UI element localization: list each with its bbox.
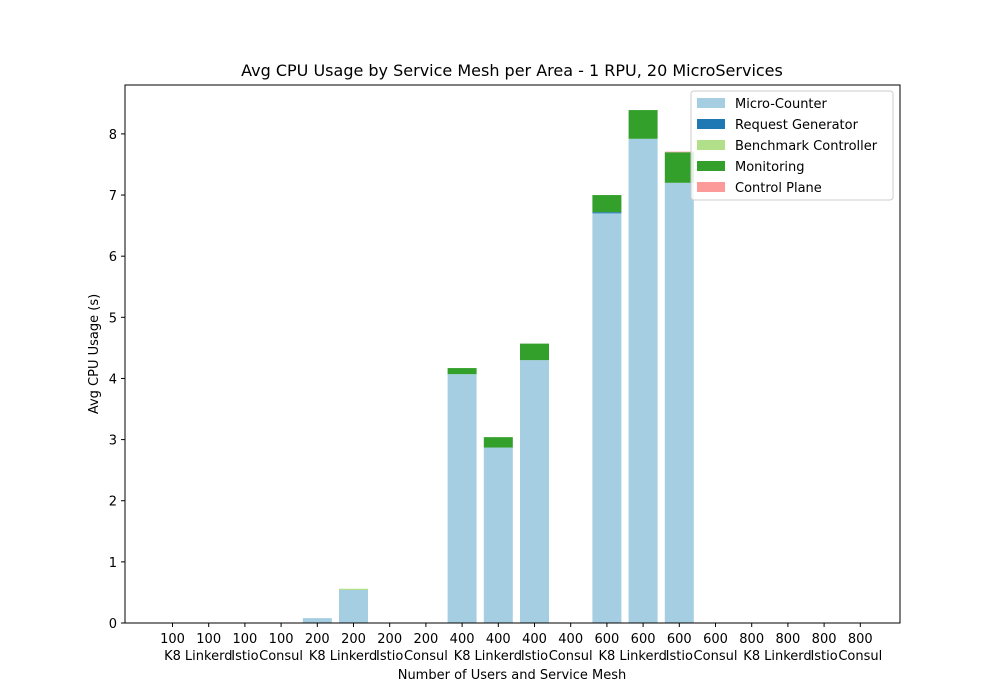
- x-tick-label-mesh: Istio: [376, 649, 403, 664]
- x-tick-label-users: 400: [522, 632, 547, 647]
- bar-micro-counter-14: [664, 182, 694, 623]
- x-tick-label-mesh: K8: [164, 649, 181, 664]
- x-tick-label-users: 200: [377, 632, 402, 647]
- x-tick-label-users: 100: [269, 632, 294, 647]
- x-tick-label-mesh: Consul: [838, 649, 882, 664]
- bar-monitoring-8: [447, 368, 477, 375]
- legend-box: [690, 90, 894, 201]
- x-axis: 100K8100Linkerd100Istio100Consul200K8200…: [160, 623, 882, 664]
- x-tick-label-users: 200: [413, 632, 438, 647]
- y-axis: 0 1 2 3 4 5 6 7 8: [109, 128, 125, 632]
- x-tick-label-users: 100: [196, 632, 221, 647]
- x-tick-label-users: 800: [848, 632, 873, 647]
- x-tick-label-users: 600: [631, 632, 656, 647]
- bar-monitoring-9: [483, 437, 513, 448]
- bar-micro-counter-5: [339, 589, 368, 623]
- y-tick-label: 2: [109, 495, 117, 510]
- x-tick-label-users: 600: [667, 632, 692, 647]
- legend-swatch-micro-counter: [697, 98, 725, 108]
- legend-label-control-plane: Control Plane: [735, 181, 822, 196]
- x-tick-label-users: 600: [594, 632, 619, 647]
- x-tick-label-mesh: Istio: [521, 649, 548, 664]
- x-tick-label-users: 800: [739, 632, 764, 647]
- x-tick-label-mesh: Consul: [549, 649, 593, 664]
- y-tick-label: 6: [109, 250, 117, 265]
- bar-monitoring-13: [628, 110, 658, 139]
- x-tick-label-users: 100: [232, 632, 257, 647]
- x-tick-label-users: 800: [775, 632, 800, 647]
- y-tick-label: 4: [109, 372, 117, 387]
- x-tick-label-users: 100: [160, 632, 185, 647]
- x-tick-label-mesh: Linkerd: [764, 649, 812, 664]
- bar-micro-counter-9: [483, 447, 513, 623]
- bar-monitoring-10: [520, 343, 549, 361]
- x-tick-label-mesh: Linkerd: [185, 649, 233, 664]
- y-tick-label: 5: [109, 311, 117, 326]
- y-tick-label: 0: [109, 617, 117, 632]
- y-tick-label: 8: [109, 128, 117, 143]
- x-tick-label-mesh: Consul: [404, 649, 448, 664]
- x-tick-label-mesh: Consul: [694, 649, 738, 664]
- x-tick-label-mesh: Istio: [666, 649, 693, 664]
- y-axis-label: Avg CPU Usage (s): [87, 294, 102, 414]
- legend-label-request-generator: Request Generator: [735, 118, 859, 133]
- plot-frame: [124, 84, 901, 624]
- y-tick-label: 7: [109, 189, 117, 204]
- x-tick-label-mesh: Consul: [259, 649, 303, 664]
- bar-benchmark-controller-5: [339, 588, 368, 590]
- x-tick-label-mesh: Linkerd: [475, 649, 523, 664]
- bar-monitoring-14: [664, 152, 694, 183]
- x-tick-label-users: 200: [305, 632, 330, 647]
- y-tick-label: 3: [109, 434, 117, 449]
- legend-swatch-request-generator: [697, 119, 725, 129]
- legend: Micro-Counter Request Generator Benchmark …: [690, 90, 894, 201]
- x-tick-label-users: 400: [486, 632, 511, 647]
- legend-swatch-benchmark-controller: [697, 140, 725, 150]
- bar-request-generator-12: [592, 212, 622, 214]
- bar-control-plane-14: [664, 151, 694, 153]
- x-tick-label-mesh: Istio: [231, 649, 258, 664]
- legend-label-monitoring: Monitoring: [735, 160, 805, 175]
- x-tick-label-users: 400: [450, 632, 475, 647]
- x-tick-label-users: 800: [812, 632, 837, 647]
- legend-label-micro-counter: Micro-Counter: [735, 97, 828, 112]
- x-axis-label: Number of Users and Service Mesh: [398, 668, 627, 683]
- legend-label-benchmark-controller: Benchmark Controller: [735, 139, 878, 154]
- bar-micro-counter-13: [628, 138, 658, 624]
- bar-micro-counter-12: [592, 213, 622, 623]
- x-tick-label-mesh: Istio: [810, 649, 837, 664]
- bar-micro-counter-4: [302, 618, 332, 623]
- bar-micro-counter-10: [520, 360, 549, 623]
- chart-title: Avg CPU Usage by Service Mesh per Area -…: [241, 61, 783, 80]
- x-tick-label-users: 400: [558, 632, 583, 647]
- legend-swatch-control-plane: [697, 182, 725, 192]
- x-tick-label-users: 600: [703, 632, 728, 647]
- legend-swatch-monitoring: [697, 161, 725, 171]
- bar-monitoring-12: [592, 195, 622, 213]
- bar-micro-counter-8: [447, 374, 477, 623]
- x-tick-label-users: 200: [341, 632, 366, 647]
- x-tick-label-mesh: Linkerd: [619, 649, 667, 664]
- bars-group: [302, 110, 694, 624]
- x-tick-label-mesh: Linkerd: [330, 649, 378, 664]
- x-tick-label-mesh: K8: [454, 649, 471, 664]
- x-tick-label-mesh: K8: [743, 649, 760, 664]
- x-tick-label-mesh: K8: [309, 649, 326, 664]
- x-tick-label-mesh: K8: [599, 649, 616, 664]
- y-tick-label: 1: [109, 556, 117, 571]
